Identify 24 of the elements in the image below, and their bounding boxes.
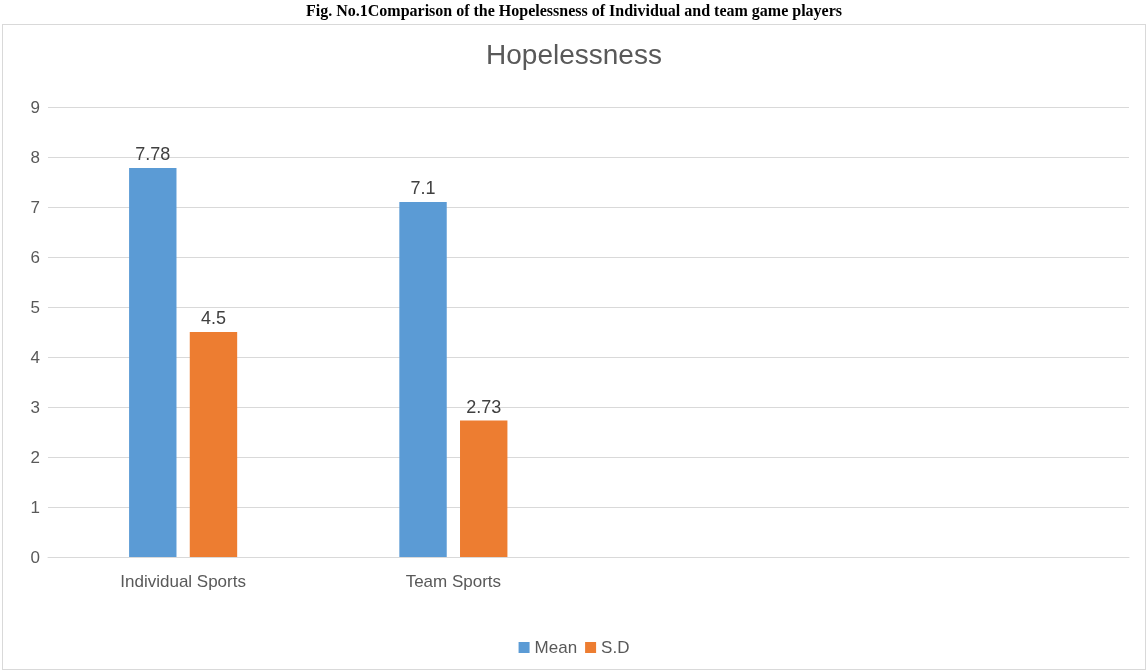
text: Fig. No.1Comparison of the Hopelessness of Individual and team game players bbox=[305, 2, 843, 20]
legend-label: Mean bbox=[534, 638, 578, 657]
y-tick-label: 0 bbox=[30, 547, 40, 567]
y-tick-label: 9 bbox=[30, 97, 40, 117]
chart-title: Hopelessness bbox=[486, 38, 662, 70]
y-tick-label: 7 bbox=[30, 197, 40, 217]
bar bbox=[460, 420, 508, 557]
x-tick-label: Team Sports bbox=[405, 572, 502, 591]
data-label: 7.1 bbox=[410, 178, 436, 198]
bar bbox=[399, 202, 447, 557]
y-tick-label: 1 bbox=[30, 497, 40, 517]
x-tick-label: Individual Sports bbox=[120, 572, 246, 591]
y-tick-label: 6 bbox=[30, 247, 40, 267]
y-tick-label: 4 bbox=[30, 347, 40, 367]
bar bbox=[189, 332, 238, 557]
legend-label: S.D bbox=[601, 638, 630, 657]
bar bbox=[129, 168, 177, 557]
data-label: 7.78 bbox=[135, 144, 171, 164]
data-label: 2.73 bbox=[466, 396, 502, 417]
data-label: 4.5 bbox=[200, 308, 226, 328]
y-tick-label: 2 bbox=[30, 447, 40, 467]
y-tick-label: 3 bbox=[30, 397, 40, 417]
y-tick-label: 5 bbox=[30, 297, 40, 317]
y-tick-label: 8 bbox=[30, 147, 40, 167]
